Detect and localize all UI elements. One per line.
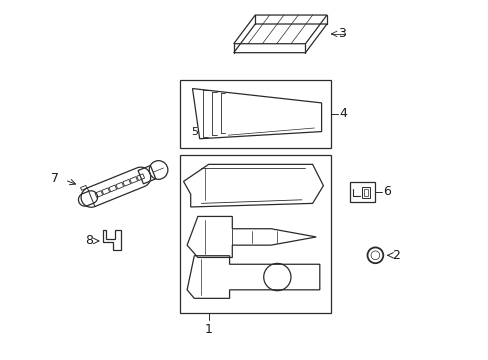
Text: 1: 1 — [204, 323, 212, 337]
Bar — [363, 189, 367, 196]
Text: 6: 6 — [383, 185, 390, 198]
Text: 4: 4 — [339, 107, 346, 120]
Text: 3: 3 — [337, 27, 345, 40]
Text: 8: 8 — [85, 234, 93, 247]
Text: 7: 7 — [51, 172, 60, 185]
Bar — [349, 182, 375, 202]
Text: 2: 2 — [392, 249, 400, 262]
Text: 5: 5 — [190, 127, 197, 137]
Bar — [180, 155, 330, 313]
Bar — [361, 187, 369, 198]
Bar — [180, 80, 330, 148]
